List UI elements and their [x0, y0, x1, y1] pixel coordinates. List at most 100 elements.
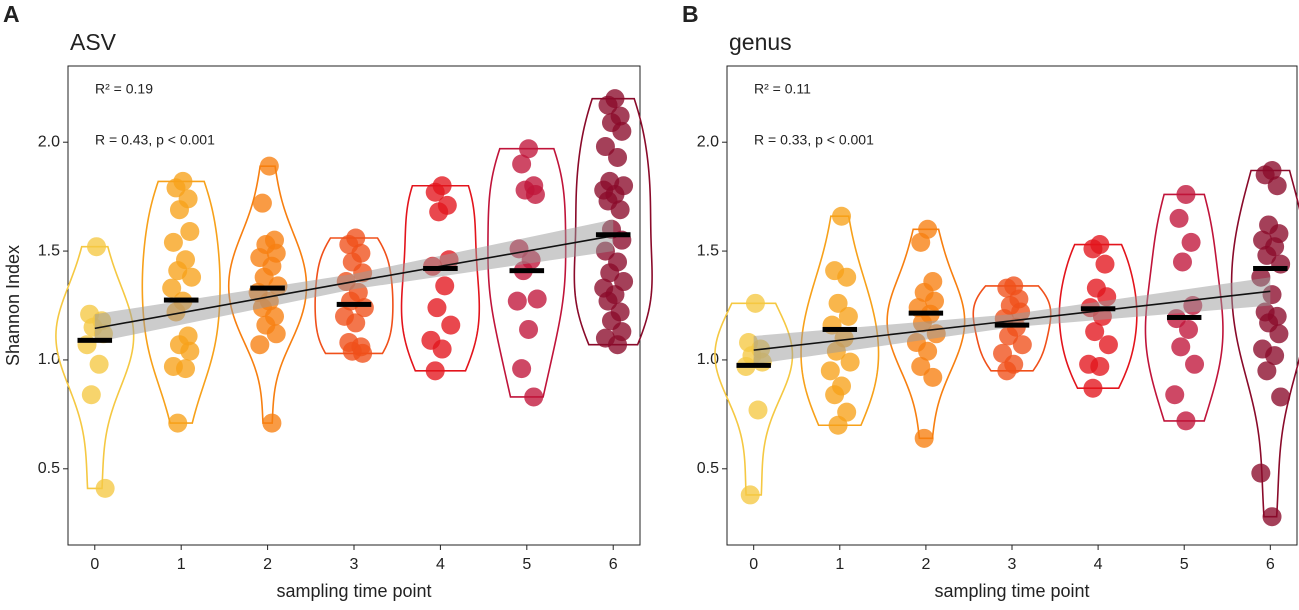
- data-point: [512, 154, 532, 174]
- data-point: [748, 400, 768, 420]
- median-bar: [250, 285, 285, 291]
- data-point: [1269, 324, 1289, 344]
- data-point: [519, 139, 539, 159]
- y-tick-label: 1.0: [38, 351, 60, 368]
- violin: [573, 97, 653, 346]
- data-point: [598, 95, 618, 115]
- data-point: [180, 341, 200, 361]
- median-bar: [908, 310, 944, 316]
- data-point: [1083, 378, 1103, 398]
- x-tick-label: 0: [90, 556, 99, 573]
- median-bar: [1080, 306, 1116, 312]
- violin: [487, 147, 567, 398]
- median-bar: [994, 322, 1030, 328]
- panel-label: A: [3, 1, 20, 27]
- data-point: [999, 326, 1019, 346]
- data-point: [911, 232, 931, 252]
- data-point: [353, 343, 373, 363]
- data-point: [608, 147, 628, 167]
- data-point: [918, 341, 938, 361]
- data-point: [1255, 165, 1275, 185]
- data-point: [840, 352, 860, 372]
- data-point: [168, 413, 188, 433]
- y-axis-label: Shannon Index: [3, 245, 23, 366]
- violin: [400, 184, 481, 372]
- median-bar: [77, 337, 113, 343]
- data-point: [1169, 208, 1189, 228]
- x-tick-label: 6: [1266, 556, 1275, 573]
- y-tick-label: 1.0: [697, 351, 719, 368]
- data-point: [163, 232, 183, 252]
- data-point: [997, 361, 1017, 381]
- fit-line: [753, 290, 1271, 351]
- data-point: [1179, 319, 1199, 339]
- data-point: [1176, 184, 1196, 204]
- data-point: [1165, 385, 1185, 405]
- median-bar: [1166, 314, 1202, 320]
- x-tick-label: 1: [177, 556, 186, 573]
- panel-label: B: [682, 1, 699, 27]
- data-point: [1265, 346, 1285, 366]
- data-point: [89, 354, 109, 374]
- data-point: [162, 278, 182, 298]
- median-bar: [163, 297, 199, 303]
- data-point: [838, 306, 858, 326]
- y-tick-label: 2.0: [697, 133, 719, 150]
- median-bar: [336, 301, 372, 307]
- data-point: [527, 289, 547, 309]
- x-tick-label: 0: [749, 556, 758, 573]
- data-point: [911, 356, 931, 376]
- data-point: [252, 193, 272, 213]
- data-point: [254, 267, 274, 287]
- median-bar: [595, 232, 631, 238]
- data-point: [997, 278, 1017, 298]
- data-point: [1267, 176, 1287, 196]
- data-point: [1083, 239, 1103, 259]
- x-tick-label: 3: [350, 556, 359, 573]
- x-tick-label: 1: [835, 556, 844, 573]
- x-tick-label: 4: [436, 556, 445, 573]
- data-point: [923, 367, 943, 387]
- data-point: [524, 387, 544, 407]
- data-point: [525, 184, 545, 204]
- data-point: [346, 313, 366, 333]
- x-tick-label: 5: [1180, 556, 1189, 573]
- data-point: [425, 182, 445, 202]
- data-point: [1262, 507, 1282, 527]
- data-point: [432, 339, 452, 359]
- data-point: [262, 413, 282, 433]
- y-tick-label: 0.5: [697, 460, 719, 477]
- violin: [1058, 243, 1138, 390]
- median-bar: [1253, 265, 1288, 271]
- violin: [1144, 193, 1224, 422]
- data-point: [176, 359, 196, 379]
- data-point: [612, 121, 632, 141]
- x-tick-label: 3: [1008, 556, 1017, 573]
- data-point: [166, 178, 186, 198]
- data-point: [1095, 254, 1115, 274]
- data-point: [1085, 322, 1105, 342]
- x-tick-label: 4: [1094, 556, 1103, 573]
- annotation: R = 0.33, p < 0.001: [754, 132, 874, 148]
- data-point: [429, 202, 449, 222]
- violin: [141, 180, 221, 424]
- data-point: [1181, 232, 1201, 252]
- data-point: [828, 293, 848, 313]
- data-point: [1171, 337, 1191, 357]
- data-point: [832, 206, 852, 226]
- data-point: [250, 335, 270, 355]
- data-point: [1257, 245, 1277, 265]
- violin: [972, 285, 1052, 372]
- data-point: [914, 428, 934, 448]
- data-point: [441, 315, 461, 335]
- y-tick-label: 2.0: [38, 133, 60, 150]
- data-point: [828, 415, 848, 435]
- data-point: [837, 267, 857, 287]
- data-point: [1098, 335, 1118, 355]
- data-point: [182, 267, 202, 287]
- data-point: [259, 156, 279, 176]
- x-tick-label: 2: [921, 556, 930, 573]
- y-tick-label: 1.5: [38, 242, 60, 259]
- data-point: [608, 335, 628, 355]
